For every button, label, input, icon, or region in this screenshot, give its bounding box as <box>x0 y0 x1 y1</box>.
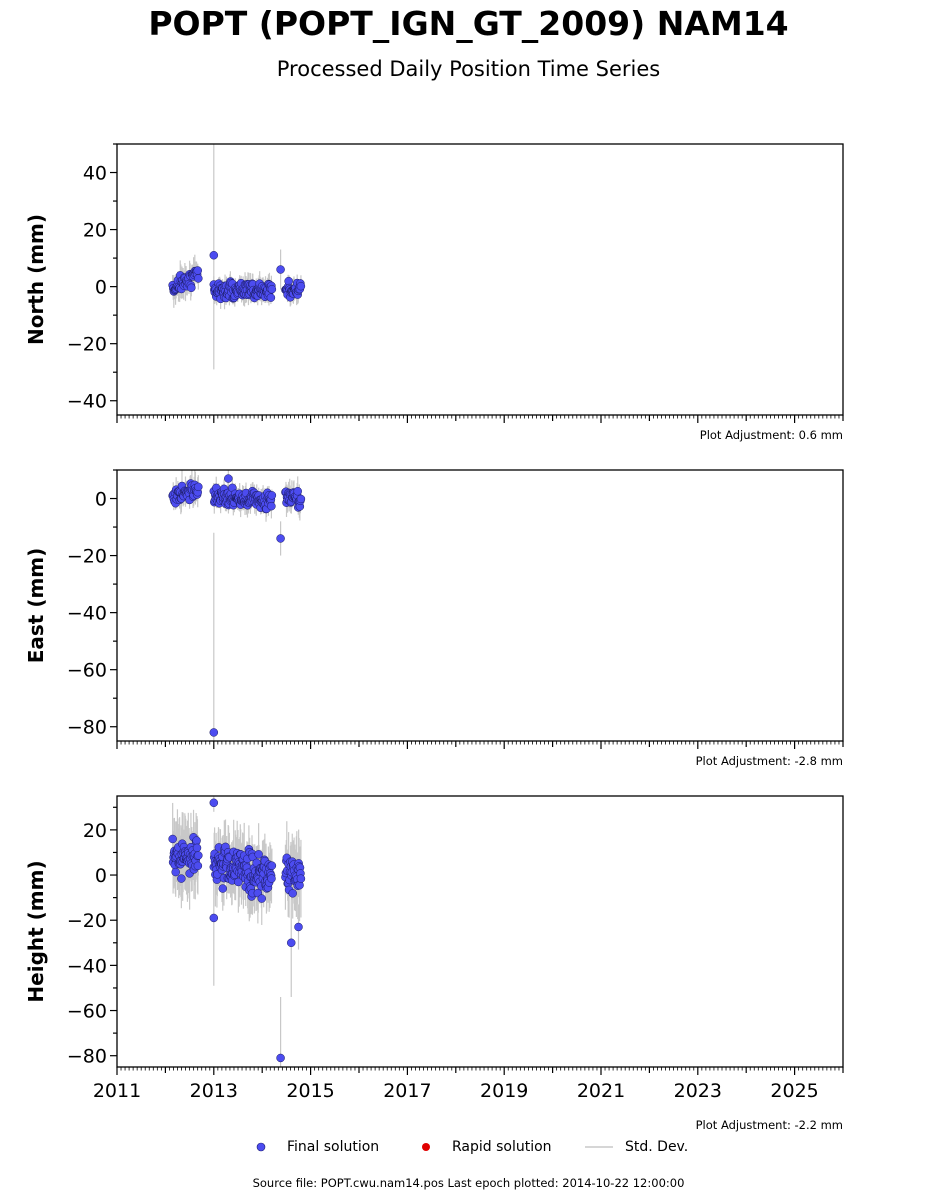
x-tick-label: 2011 <box>93 1080 141 1102</box>
y-tick-label: −20 <box>67 910 107 932</box>
final-solution-point <box>267 491 277 500</box>
panel-2: East (mm) −80 −60 −40 −20 0 Plot Adjustment: -… <box>24 469 844 768</box>
final-solution-point <box>254 850 263 859</box>
final-solution-point <box>171 867 180 877</box>
panel-3: Height (mm) −80 −60 −40 −20 0 20 2011 2013 2015 20… <box>24 795 844 1132</box>
y-tick-label: −60 <box>67 1001 107 1023</box>
final-solution-point <box>267 861 277 870</box>
y-tick-label: −40 <box>67 955 107 977</box>
y-axis-label: Height (mm) <box>24 860 48 1002</box>
final-solution-point <box>187 283 196 293</box>
y-axis-label: North (mm) <box>24 214 48 345</box>
y-tick-label: −60 <box>67 660 107 682</box>
final-solution-point <box>192 836 201 845</box>
x-tick-label: 2015 <box>286 1080 334 1102</box>
final-solution-point <box>224 474 233 483</box>
legend-rapid-marker <box>422 1143 430 1151</box>
final-solution-point <box>293 486 302 496</box>
x-tick-label: 2019 <box>480 1080 528 1102</box>
chart-title: POPT (POPT_IGN_GT_2009) NAM14 <box>148 4 789 43</box>
data-layer <box>168 144 306 370</box>
data-layer <box>168 796 306 1067</box>
y-tick-label: 20 <box>83 820 107 842</box>
y-tick-label: −80 <box>67 717 107 739</box>
y-tick-label: 40 <box>83 163 107 185</box>
legend: Final solution Rapid solution Std. Dev. <box>0 1137 937 1157</box>
plot-adjustment-label: Plot Adjustment: 0.6 mm <box>700 428 843 442</box>
final-solution-point <box>296 874 306 883</box>
y-tick-label: −20 <box>67 334 107 356</box>
chart-subtitle: Processed Daily Position Time Series <box>276 57 661 81</box>
y-tick-label: −20 <box>67 546 107 568</box>
final-solution-point <box>267 501 276 511</box>
plot-frame <box>116 469 844 742</box>
legend-final-marker <box>256 1142 266 1152</box>
legend-std-label: Std. Dev. <box>625 1139 689 1155</box>
x-tick-label: 2025 <box>770 1080 818 1102</box>
final-solution-point <box>276 534 285 543</box>
y-tick-label: 20 <box>83 220 107 242</box>
final-solution-point <box>194 274 203 283</box>
x-tick-label: 2017 <box>383 1080 431 1102</box>
x-tick-label: 2021 <box>577 1080 625 1102</box>
final-solution-point <box>276 1053 285 1063</box>
plot-adjustment-label: Plot Adjustment: -2.2 mm <box>696 1118 843 1132</box>
final-solution-point <box>257 894 266 903</box>
final-solution-point <box>192 843 202 853</box>
final-solution-point <box>209 913 219 923</box>
legend-final-label: Final solution <box>287 1139 380 1155</box>
final-solution-point <box>288 889 297 898</box>
final-solution-point <box>194 851 203 860</box>
data-layer <box>168 470 306 741</box>
y-tick-label: 0 <box>95 277 107 299</box>
final-solution-point <box>177 874 186 883</box>
final-solution-point <box>266 293 276 302</box>
final-solution-point <box>234 877 243 887</box>
final-solution-point <box>218 884 228 893</box>
y-tick-label: 0 <box>95 489 107 511</box>
y-tick-label: 0 <box>95 865 107 887</box>
final-solution-point <box>168 834 177 844</box>
final-solution-point <box>209 798 219 808</box>
plot-frame <box>116 795 844 1068</box>
final-solution-point <box>193 861 203 871</box>
x-tick-label: 2023 <box>674 1080 722 1102</box>
final-solution-point <box>296 281 306 291</box>
x-tick-label: 2013 <box>190 1080 238 1102</box>
final-solution-point <box>194 482 203 492</box>
final-solution-point <box>267 284 277 294</box>
y-tick-label: −80 <box>67 1046 107 1068</box>
final-solution-point <box>296 494 306 504</box>
y-tick-label: −40 <box>67 603 107 625</box>
final-solution-point <box>193 266 202 275</box>
legend-rapid-label: Rapid solution <box>452 1139 552 1155</box>
y-axis-label: East (mm) <box>24 548 48 664</box>
final-solution-point <box>267 874 276 883</box>
plot-adjustment-label: Plot Adjustment: -2.8 mm <box>696 754 843 768</box>
source-file-note: Source file: POPT.cwu.nam14.pos Last epo… <box>252 1176 685 1190</box>
final-solution-point <box>286 938 296 948</box>
final-solution-point <box>209 251 219 260</box>
y-tick-label: −40 <box>67 391 107 413</box>
panel-1: North (mm) −40 −20 0 20 40 Plot Adjustment: 0.… <box>24 143 844 442</box>
legend-markers <box>256 1142 613 1152</box>
final-solution-point <box>276 265 285 274</box>
final-solution-point <box>294 922 303 932</box>
plot-frame <box>116 143 844 416</box>
final-solution-point <box>209 728 219 737</box>
